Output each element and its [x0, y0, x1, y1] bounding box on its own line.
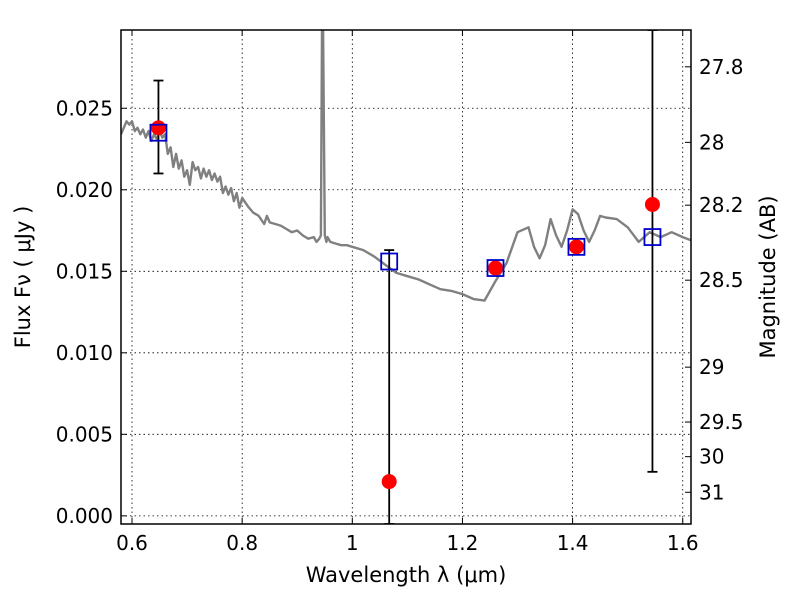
observed-point: [150, 120, 166, 136]
plot-frame: [120, 29, 692, 525]
model-spectrum-line: [121, 30, 691, 302]
observed-point: [381, 474, 397, 490]
magnitude-tick-label: 28.5: [699, 268, 744, 292]
series-layer: [121, 30, 691, 302]
magnitude-tick-label: 27.8: [699, 55, 744, 79]
model-photometry-square: [380, 252, 399, 271]
model-photometry-square: [486, 259, 505, 277]
x-tick-label: 0.8: [226, 531, 258, 555]
observed-point: [568, 239, 584, 255]
x-tick-label: 1.6: [667, 531, 699, 555]
observed-point: [487, 260, 503, 276]
marker-layer: [149, 120, 662, 490]
x-tick-label: 0.6: [116, 531, 148, 555]
y-tick-label: 0.000: [56, 504, 113, 528]
model-photometry-square: [643, 228, 662, 246]
magnitude-tick-label: 31: [699, 480, 724, 504]
observed-point: [644, 196, 660, 212]
grid-lines: [121, 30, 691, 524]
y-tick-label: 0.015: [56, 259, 113, 283]
magnitude-tick-label: 30: [699, 445, 724, 469]
model-photometry-square: [149, 123, 168, 142]
x-tick-labels: 0.6 0.8 1 1.2 1.4 1.6: [116, 531, 699, 555]
magnitude-tick-label: 29.5: [699, 410, 744, 434]
x-axis-label: Wavelength λ (μm): [306, 563, 507, 587]
x-tick-label: 1.4: [557, 531, 589, 555]
y-axis-label: Flux Fν ( μJy ): [11, 206, 35, 349]
model-photometry-square: [567, 237, 586, 256]
y2-axis-label: Magnitude (AB): [756, 195, 780, 358]
y-tick-label: 0.005: [56, 422, 113, 446]
y-tick-labels: 0.000 0.005 0.010 0.015 0.020 0.025: [56, 96, 113, 528]
magnitude-tick-labels: 27.8 28 28.2 28.5 29 29.5 30 31: [699, 55, 744, 504]
tick-marks: [121, 30, 691, 524]
y-tick-label: 0.025: [56, 96, 113, 120]
y-tick-label: 0.020: [56, 178, 113, 202]
y-tick-label: 0.010: [56, 341, 113, 365]
magnitude-tick-label: 29: [699, 355, 724, 379]
magnitude-tick-label: 28.2: [699, 193, 744, 217]
x-tick-label: 1.2: [447, 531, 479, 555]
x-tick-label: 1: [346, 531, 359, 555]
magnitude-tick-label: 28: [699, 130, 724, 154]
